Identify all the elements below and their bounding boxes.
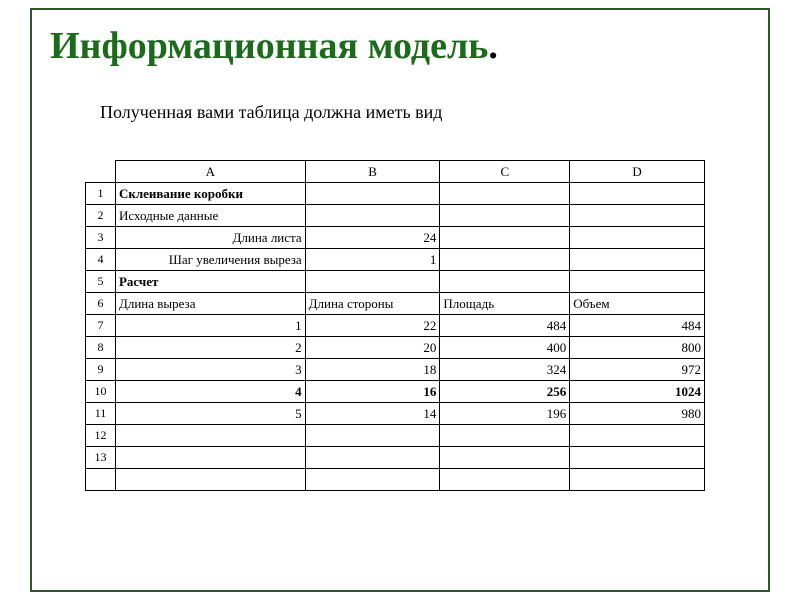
cell-c: 324 bbox=[440, 359, 570, 381]
cell-c bbox=[440, 227, 570, 249]
cell-c: 400 bbox=[440, 337, 570, 359]
cell-d: 980 bbox=[570, 403, 705, 425]
cell-b: 14 bbox=[305, 403, 440, 425]
cell-b bbox=[305, 271, 440, 293]
corner-cell bbox=[86, 161, 116, 183]
title-dot: . bbox=[488, 25, 498, 67]
table-row: 5Расчет bbox=[86, 271, 705, 293]
cell-b: 20 bbox=[305, 337, 440, 359]
row-number: 5 bbox=[86, 271, 116, 293]
cell-a: Расчет bbox=[115, 271, 305, 293]
row-number: 8 bbox=[86, 337, 116, 359]
row-number: 12 bbox=[86, 425, 116, 447]
cell-c: 484 bbox=[440, 315, 570, 337]
cell-d: 484 bbox=[570, 315, 705, 337]
slide-title: Информационная модель. bbox=[50, 24, 498, 68]
title-text: Информационная модель bbox=[50, 25, 488, 67]
cell-a: Склеивание коробки bbox=[115, 183, 305, 205]
cell-b bbox=[305, 205, 440, 227]
data-table: A B C D 1Склеивание коробки2Исходные дан… bbox=[85, 160, 705, 491]
cell-c: 196 bbox=[440, 403, 570, 425]
cell-d: 972 bbox=[570, 359, 705, 381]
cell-c bbox=[440, 447, 570, 469]
row-number bbox=[86, 469, 116, 491]
cell-d: 800 bbox=[570, 337, 705, 359]
cell-a bbox=[115, 425, 305, 447]
table-row: 8220400800 bbox=[86, 337, 705, 359]
table-container: A B C D 1Склеивание коробки2Исходные дан… bbox=[85, 160, 705, 491]
col-header-c: C bbox=[440, 161, 570, 183]
slide-subtitle: Полученная вами таблица должна иметь вид bbox=[100, 102, 442, 123]
table-row: 7122484484 bbox=[86, 315, 705, 337]
row-number: 10 bbox=[86, 381, 116, 403]
row-number: 7 bbox=[86, 315, 116, 337]
cell-c bbox=[440, 183, 570, 205]
cell-c bbox=[440, 249, 570, 271]
cell-b: 1 bbox=[305, 249, 440, 271]
cell-d bbox=[570, 469, 705, 491]
cell-a: Длина листа bbox=[115, 227, 305, 249]
cell-a bbox=[115, 469, 305, 491]
cell-c bbox=[440, 425, 570, 447]
cell-b bbox=[305, 183, 440, 205]
cell-d: Объем bbox=[570, 293, 705, 315]
cell-b bbox=[305, 447, 440, 469]
cell-b: 18 bbox=[305, 359, 440, 381]
cell-a: 1 bbox=[115, 315, 305, 337]
cell-d bbox=[570, 249, 705, 271]
cell-d bbox=[570, 271, 705, 293]
table-row: 9318324972 bbox=[86, 359, 705, 381]
cell-c bbox=[440, 271, 570, 293]
cell-b bbox=[305, 425, 440, 447]
cell-c bbox=[440, 469, 570, 491]
cell-c bbox=[440, 205, 570, 227]
cell-b: 16 bbox=[305, 381, 440, 403]
table-row: 6Длина вырезаДлина стороныПлощадьОбъем bbox=[86, 293, 705, 315]
cell-d bbox=[570, 425, 705, 447]
row-number: 9 bbox=[86, 359, 116, 381]
cell-a: Шаг увеличения выреза bbox=[115, 249, 305, 271]
cell-b: Длина стороны bbox=[305, 293, 440, 315]
header-row: A B C D bbox=[86, 161, 705, 183]
cell-d bbox=[570, 205, 705, 227]
table-row: 11514196980 bbox=[86, 403, 705, 425]
cell-b: 24 bbox=[305, 227, 440, 249]
cell-d bbox=[570, 227, 705, 249]
row-number: 6 bbox=[86, 293, 116, 315]
table-row: 1Склеивание коробки bbox=[86, 183, 705, 205]
table-row: 104162561024 bbox=[86, 381, 705, 403]
cell-a: 4 bbox=[115, 381, 305, 403]
cell-a: 5 bbox=[115, 403, 305, 425]
row-number: 13 bbox=[86, 447, 116, 469]
row-number: 2 bbox=[86, 205, 116, 227]
cell-d bbox=[570, 183, 705, 205]
cell-a: 2 bbox=[115, 337, 305, 359]
cell-c: Площадь bbox=[440, 293, 570, 315]
row-number: 4 bbox=[86, 249, 116, 271]
cell-a bbox=[115, 447, 305, 469]
cell-a: 3 bbox=[115, 359, 305, 381]
table-row: 4Шаг увеличения выреза1 bbox=[86, 249, 705, 271]
table-row: 12 bbox=[86, 425, 705, 447]
cell-b bbox=[305, 469, 440, 491]
cell-d: 1024 bbox=[570, 381, 705, 403]
row-number: 3 bbox=[86, 227, 116, 249]
table-row: 3Длина листа24 bbox=[86, 227, 705, 249]
row-number: 1 bbox=[86, 183, 116, 205]
col-header-d: D bbox=[570, 161, 705, 183]
cell-d bbox=[570, 447, 705, 469]
cell-c: 256 bbox=[440, 381, 570, 403]
table-row: 2Исходные данные bbox=[86, 205, 705, 227]
cell-b: 22 bbox=[305, 315, 440, 337]
col-header-b: B bbox=[305, 161, 440, 183]
table-row: 13 bbox=[86, 447, 705, 469]
cell-a: Исходные данные bbox=[115, 205, 305, 227]
table-row bbox=[86, 469, 705, 491]
cell-a: Длина выреза bbox=[115, 293, 305, 315]
col-header-a: A bbox=[115, 161, 305, 183]
row-number: 11 bbox=[86, 403, 116, 425]
